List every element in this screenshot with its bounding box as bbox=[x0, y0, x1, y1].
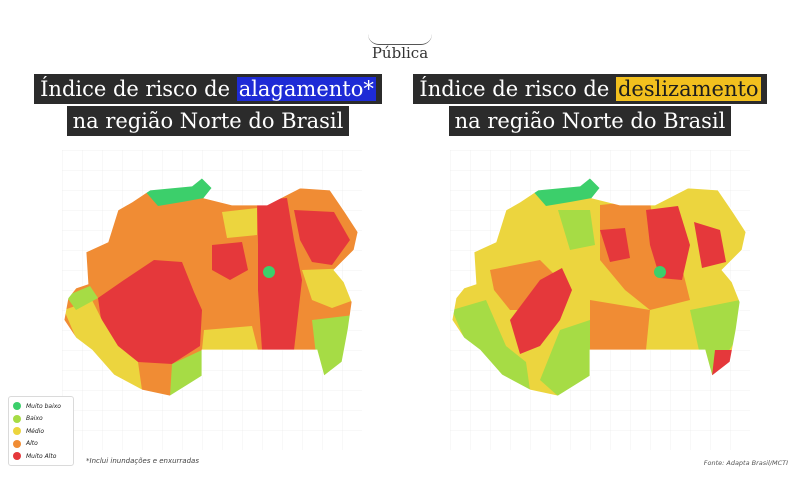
legend-label: Médio bbox=[26, 427, 45, 435]
map2-title-prefix: Índice de risco de bbox=[419, 77, 616, 101]
flood-risk-map-svg bbox=[62, 150, 362, 450]
region-baixo bbox=[66, 286, 98, 310]
region-muito-alto bbox=[294, 210, 350, 265]
region-baixo bbox=[170, 350, 202, 396]
region-muito-baixo bbox=[532, 178, 600, 206]
region-baixo bbox=[540, 320, 590, 396]
source-credit: Fonte: Adapta Brasil/MCTI bbox=[703, 459, 788, 467]
region-medio bbox=[202, 326, 258, 350]
footnote: *Inclui inundações e enxurradas bbox=[86, 457, 199, 465]
legend-item: Muito Alto bbox=[13, 450, 69, 463]
map-legend: Muito baixo Baixo Médio Alto Muito Alto bbox=[8, 396, 74, 466]
region-baixo bbox=[558, 210, 595, 250]
region-medio bbox=[222, 208, 257, 238]
region-outline bbox=[451, 177, 747, 397]
flood-risk-map bbox=[62, 150, 362, 450]
legend-swatch bbox=[13, 427, 21, 436]
region-muito-baixo bbox=[144, 178, 212, 206]
region-muito-alto bbox=[694, 222, 726, 268]
map2-title-highlight: deslizamento bbox=[615, 77, 761, 101]
landslide-risk-map-svg bbox=[450, 150, 750, 450]
region-muito-alto bbox=[712, 350, 735, 376]
region-alto bbox=[600, 200, 690, 310]
logo-bracket bbox=[368, 34, 432, 45]
map1-title: Índice de risco de alagamento* na região… bbox=[28, 74, 388, 138]
region-muito-alto bbox=[212, 242, 248, 280]
region-muito-baixo bbox=[263, 266, 275, 278]
legend-swatch bbox=[13, 402, 21, 411]
region-muito-baixo bbox=[654, 266, 666, 278]
legend-label: Muito baixo bbox=[26, 402, 61, 410]
map2-title-line2: na região Norte do Brasil bbox=[448, 106, 732, 136]
region-outline bbox=[63, 177, 359, 397]
region-muito-alto bbox=[510, 268, 572, 354]
landslide-risk-map bbox=[450, 150, 750, 450]
region-medio bbox=[64, 300, 142, 390]
map2-title-line1: Índice de risco de deslizamento bbox=[413, 74, 767, 104]
region-alto bbox=[590, 300, 650, 350]
legend-swatch bbox=[13, 452, 21, 461]
legend-swatch bbox=[13, 439, 21, 448]
publica-logo: Pública bbox=[340, 32, 460, 68]
legend-label: Alto bbox=[26, 440, 38, 448]
logo-text: Pública bbox=[371, 44, 429, 62]
region-muito-alto bbox=[98, 260, 202, 364]
region-muito-alto bbox=[600, 228, 630, 262]
legend-item: Alto bbox=[13, 438, 69, 451]
region-muito-alto bbox=[257, 198, 302, 350]
map1-title-line1: Índice de risco de alagamento* bbox=[34, 74, 382, 104]
region-muito-alto bbox=[646, 206, 690, 280]
map2-title: Índice de risco de deslizamento na regiã… bbox=[408, 74, 772, 138]
map1-title-highlight: alagamento* bbox=[236, 77, 376, 101]
legend-item: Muito baixo bbox=[13, 400, 69, 413]
legend-swatch bbox=[13, 414, 21, 423]
map1-title-line2: na região Norte do Brasil bbox=[66, 106, 350, 136]
legend-item: Baixo bbox=[13, 413, 69, 426]
legend-item: Médio bbox=[13, 425, 69, 438]
region-baixo bbox=[452, 300, 530, 390]
legend-label: Muito Alto bbox=[26, 452, 57, 460]
legend-label: Baixo bbox=[26, 415, 43, 423]
map1-title-prefix: Índice de risco de bbox=[40, 77, 237, 101]
